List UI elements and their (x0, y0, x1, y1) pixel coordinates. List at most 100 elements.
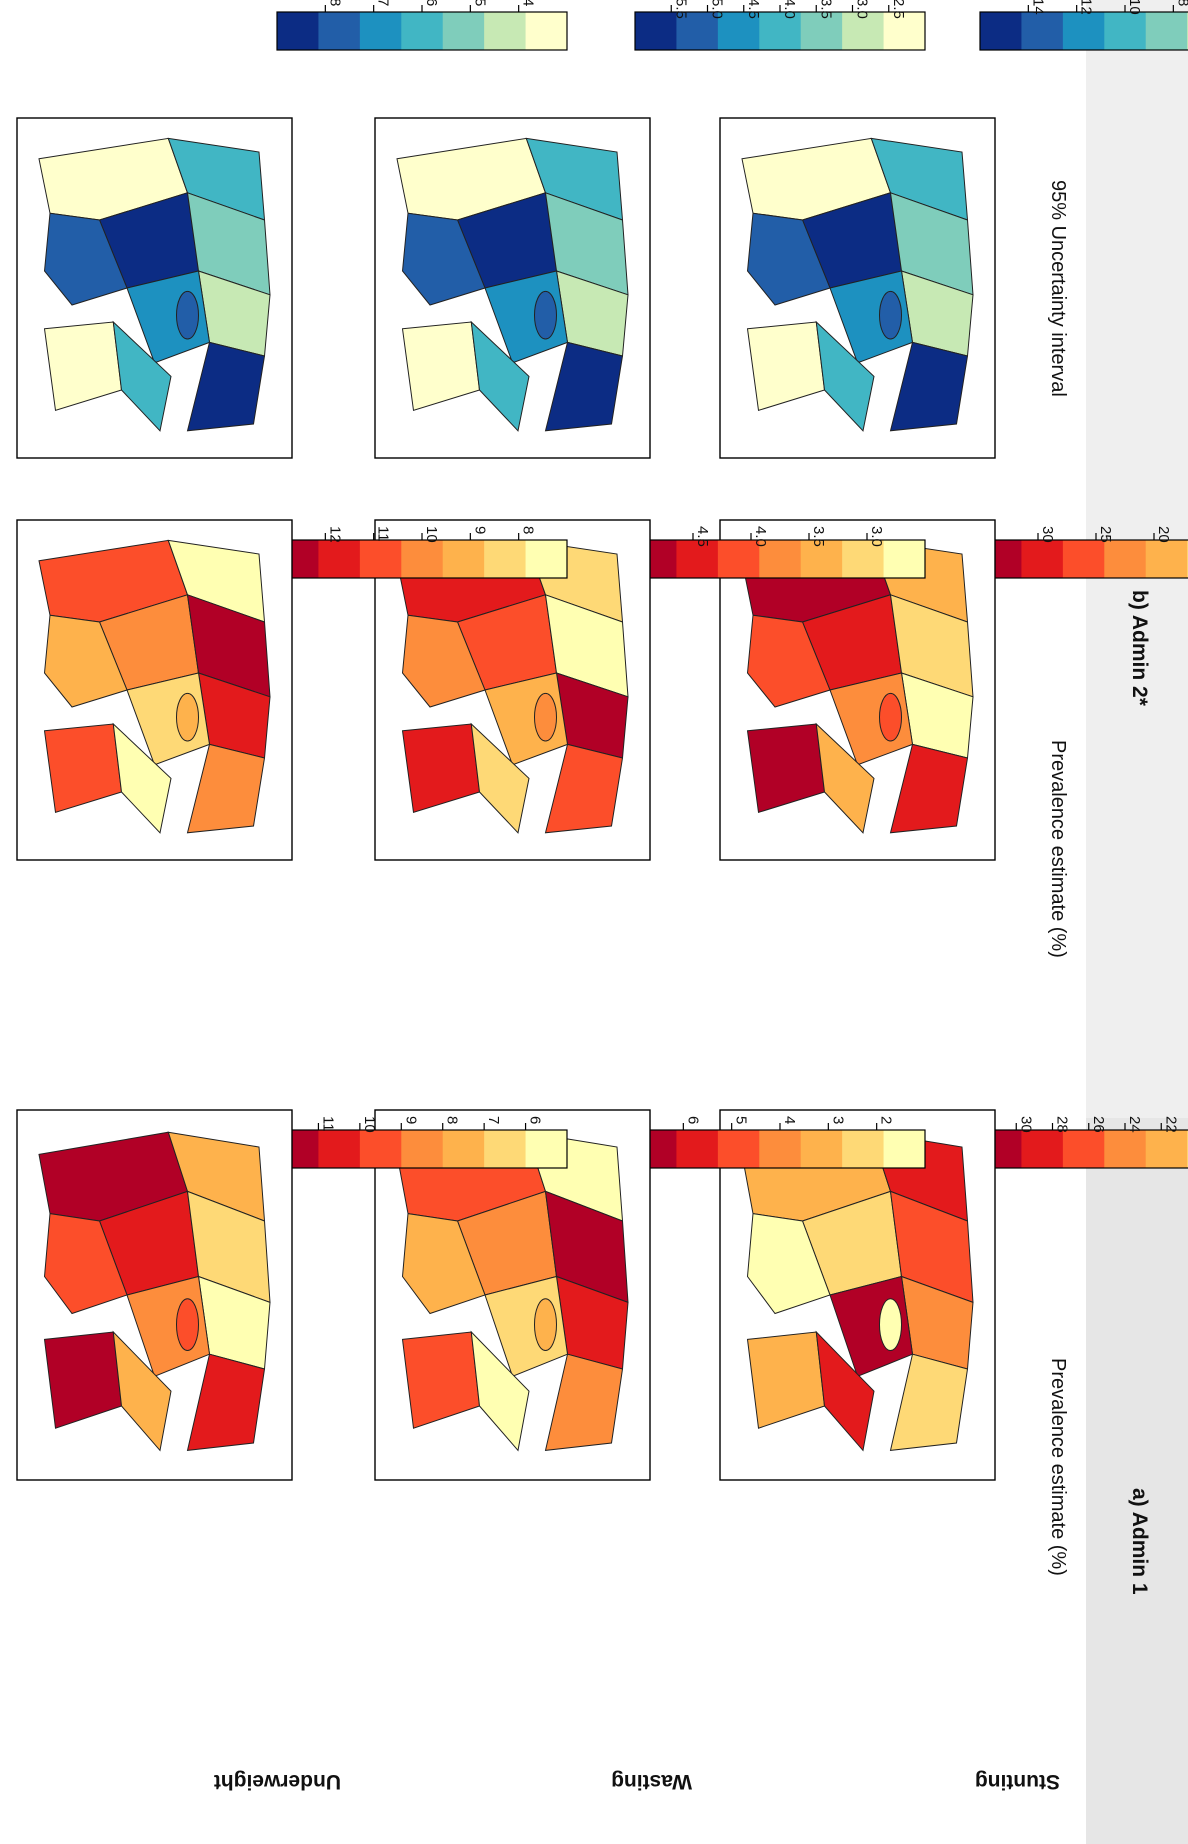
legend-tick-label: 5.0 (709, 0, 726, 19)
map-region (746, 212, 831, 306)
legend-bin (442, 1130, 485, 1168)
legend-tick-label: 25 (1097, 526, 1114, 543)
legend-admin2_uncertainty-stunting: 14121086 (979, 0, 1188, 51)
map-region (112, 320, 172, 432)
legend-admin2_prevalence-stunting: 30252015 (979, 526, 1188, 579)
panel-admin1-underweight: 11 10 9 8 7 6 (16, 1109, 568, 1481)
map-region (889, 341, 969, 432)
legend-bin (359, 1130, 402, 1168)
legend-bin (1104, 540, 1147, 578)
legend-tick-label: 2.5 (890, 0, 907, 19)
legend-tick-label: 3.5 (817, 0, 834, 19)
legend-bin (1062, 1130, 1105, 1168)
map-regions (396, 1131, 629, 1452)
legend-bin (717, 12, 760, 50)
legend-bin (1021, 12, 1064, 50)
map-island (879, 692, 902, 742)
legend-tick-label: 3.5 (810, 526, 827, 547)
map-region (544, 341, 624, 432)
legend-bin (401, 1130, 444, 1168)
map-region (815, 320, 875, 432)
legend-tick-label: 2 (878, 1116, 895, 1124)
map-region (401, 614, 486, 708)
legend-bin (401, 540, 444, 578)
header-band-admin1 (1086, 1118, 1188, 1844)
legend-tick-label: 11 (375, 526, 392, 542)
row-label-underweight: Underweight (214, 1770, 341, 1793)
legend-bin (318, 1130, 361, 1168)
legend-bin (1104, 1130, 1147, 1168)
legend-bin (759, 1130, 802, 1168)
legend-bin (676, 12, 719, 50)
header-admin2-prevalence: Prevalence estimate (%) (1047, 740, 1069, 958)
legend-bin (676, 1130, 719, 1168)
map-region (544, 743, 624, 834)
map-regions (741, 137, 974, 432)
legend-tick-label: 3.0 (868, 526, 885, 547)
legend-tick-label: 4.5 (745, 0, 762, 19)
legend-tick-label: 5 (733, 1116, 750, 1124)
legend-tick-label: 10 (361, 1116, 378, 1133)
map-island (534, 692, 557, 742)
map-region (470, 320, 530, 432)
map-region (186, 341, 266, 432)
map-island (176, 692, 199, 742)
section-title-admin1: a) Admin 1 (1128, 1488, 1151, 1595)
legend-tick-label: 6 (684, 1116, 701, 1124)
legend-tick-label: 26 (1090, 1116, 1107, 1133)
legend-bin (277, 12, 319, 50)
map-island (176, 290, 199, 340)
map-regions (396, 137, 629, 432)
legend-tick-label: 3.0 (854, 0, 871, 19)
section-title-admin2: b) Admin 2* (1128, 590, 1151, 707)
map-regions (741, 1131, 974, 1452)
legend-admin1-stunting: 30282624222018 (979, 1116, 1188, 1169)
legend-bin (635, 12, 677, 50)
legend-bin (359, 540, 402, 578)
map-region (112, 722, 172, 834)
legend-tick-label: 4.0 (781, 0, 798, 19)
legend-admin1-wasting: 6 5 4 3 2 (634, 1116, 926, 1169)
legend-bin (759, 12, 802, 50)
header-admin1-prevalence: Prevalence estimate (%) (1047, 1358, 1069, 1576)
legend-bin (717, 540, 760, 578)
map-regions (396, 539, 629, 834)
map-region (43, 1213, 128, 1315)
legend-tick-label: 24 (1126, 1116, 1143, 1133)
map-region (470, 722, 530, 834)
legend-bin (484, 540, 527, 578)
legend-bin (318, 540, 361, 578)
legend-bin (442, 540, 485, 578)
legend-tick-label: 10 (1126, 0, 1143, 15)
legend-tick-label: 4.5 (694, 526, 711, 547)
legend-tick-label: 30 (1039, 526, 1056, 543)
legend-bin (1145, 12, 1188, 50)
legend-bin (800, 12, 843, 50)
legend-bin (842, 540, 885, 578)
legend-bin (717, 1130, 760, 1168)
legend-bin (980, 12, 1022, 50)
legend-tick-label: 28 (1054, 1116, 1071, 1133)
map-region (889, 743, 969, 834)
panel-admin2_uncertainty-wasting: 5.5 5.0 4.5 4.0 3.5 3.0 2.5 (374, 0, 926, 459)
map-regions (38, 1131, 271, 1452)
map-region (112, 1330, 172, 1452)
map-regions (741, 539, 974, 834)
legend-bin (484, 1130, 527, 1168)
legend-tick-label: 7 (485, 1116, 502, 1124)
panel-admin2_uncertainty-underweight: 8 7 6 5 4 (16, 0, 568, 459)
legend-tick-label: 20 (1155, 526, 1172, 543)
legend-tick-label: 3 (829, 1116, 846, 1124)
map-regions (38, 137, 271, 432)
legend-bin (525, 540, 568, 578)
panel-admin2_prevalence-underweight: 12 11 10 9 8 (16, 519, 568, 861)
legend-bin (883, 540, 926, 578)
map-region (186, 1353, 266, 1451)
map-island (534, 1298, 557, 1351)
legend-tick-label: 5.5 (672, 0, 689, 19)
legend-bin (1062, 12, 1105, 50)
legend-bin (401, 12, 444, 50)
map-region (746, 614, 831, 708)
legend-tick-label: 30 (1017, 1116, 1034, 1133)
legend-tick-label: 8 (326, 0, 343, 6)
